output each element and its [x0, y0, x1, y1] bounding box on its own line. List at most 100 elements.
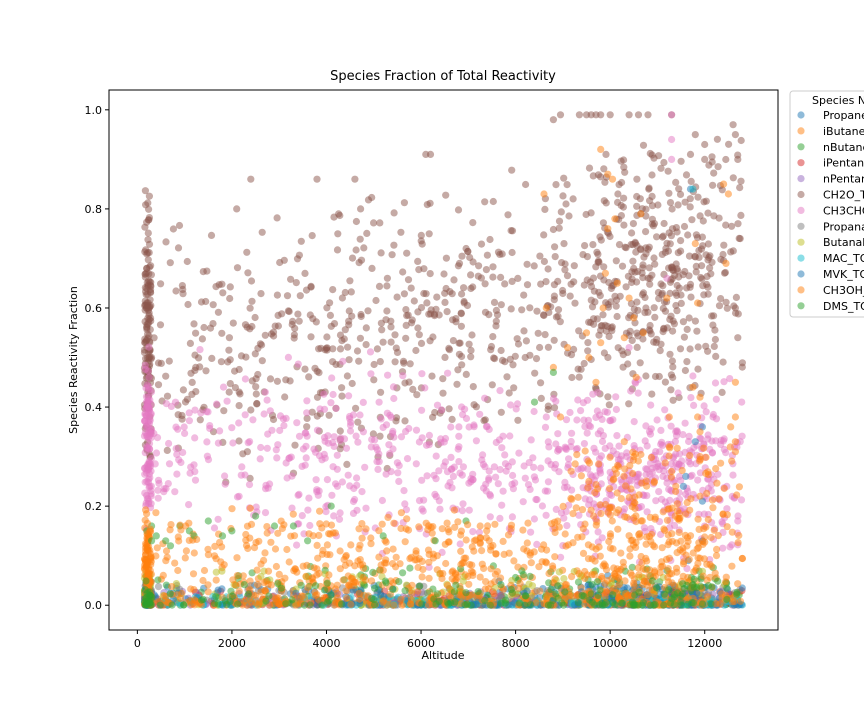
data-point-ch3cho: [256, 455, 264, 463]
legend-entry-label: MVK_TO: [823, 268, 864, 281]
legend-marker: [797, 111, 805, 119]
data-point-ch2o-to: [658, 289, 667, 297]
data-point-ch2o-to: [489, 263, 497, 271]
data-point-ch3oh-: [252, 539, 260, 547]
data-point-ch3oh-: [579, 549, 588, 558]
data-point-ch2o-to: [143, 304, 151, 312]
data-point-ibutane-: [601, 269, 610, 277]
data-point-ch2o-to: [668, 357, 677, 365]
data-point-ch3oh-: [492, 550, 500, 558]
data-point-ch2o-to: [651, 313, 659, 321]
data-point-ch3oh-: [323, 541, 331, 549]
data-point-ch2o-to: [413, 391, 421, 399]
data-point-nbutane: [545, 579, 553, 587]
data-point-ibutane-: [712, 552, 721, 560]
data-point-ch2o-to: [345, 307, 353, 315]
data-point-ch2o-to: [539, 311, 548, 319]
data-point-ch3cho: [185, 409, 193, 417]
data-point-ch3oh-: [623, 513, 631, 522]
data-point-ch2o-to: [699, 242, 707, 250]
data-point-ch3cho: [312, 476, 320, 484]
data-point-ch3oh-: [443, 519, 451, 527]
data-point-ch3cho: [627, 387, 635, 395]
data-point-ch2o-to: [677, 237, 685, 245]
data-point-ch2o-to: [246, 304, 254, 312]
data-point-ch2o-to: [439, 375, 447, 383]
data-point-ch2o-to: [669, 363, 677, 371]
data-point-ch2o-to: [179, 386, 187, 394]
data-point-ch2o-to: [274, 311, 282, 319]
data-point-ch3oh-: [591, 557, 599, 565]
data-point-ch3oh-: [608, 517, 616, 525]
data-point-ch2o-to: [338, 384, 346, 392]
data-point-ch3cho: [276, 426, 284, 435]
data-point-ch3cho: [542, 511, 550, 519]
data-point-ch2o-to: [226, 294, 234, 303]
data-point-dms-to: [544, 601, 553, 609]
data-point-ibutane-: [484, 522, 492, 530]
data-point-ch3cho: [498, 444, 506, 452]
data-point-ch2o-to: [734, 220, 742, 228]
data-point-ch3oh-: [621, 482, 630, 490]
data-point-ch3oh-: [520, 545, 528, 553]
data-point-ch2o-to: [642, 228, 650, 236]
data-point-ch3cho: [430, 471, 438, 479]
data-point-ibutane-: [604, 225, 612, 233]
data-point-ch2o-to: [606, 111, 614, 119]
data-point-ch3cho: [458, 403, 466, 411]
data-point-ch3oh-: [644, 591, 652, 599]
data-point-ch2o-to: [648, 151, 656, 159]
data-point-ch3oh-: [647, 453, 656, 462]
data-point-butanal-: [560, 575, 568, 583]
data-point-ch3oh-: [323, 550, 331, 559]
data-point-ch2o-to: [252, 390, 260, 398]
data-point-ch3oh-: [588, 543, 596, 551]
data-point-ch3cho: [366, 348, 375, 356]
data-point-ch3oh-: [679, 572, 687, 580]
data-point-ch3cho: [353, 506, 361, 514]
data-point-ch3cho: [311, 448, 320, 456]
data-point-ch2o-to: [449, 337, 457, 345]
data-point-ch2o-to: [597, 326, 605, 334]
data-point-ch3cho: [433, 401, 442, 409]
data-point-ch3cho: [594, 528, 602, 536]
data-point-ch2o-to: [669, 327, 677, 335]
data-point-ch2o-to: [196, 363, 204, 371]
legend-entry-label: DMS_TO: [823, 300, 864, 313]
data-point-nbutane: [628, 563, 636, 571]
data-point-ch3oh-: [487, 565, 495, 573]
data-point-ch3oh-: [367, 534, 375, 542]
data-point-ch3cho: [456, 540, 464, 548]
data-point-ch3oh-: [731, 448, 740, 456]
data-point-ch3oh-: [596, 501, 604, 509]
y-tick-label: 0.2: [85, 500, 103, 513]
data-point-ch2o-to: [282, 376, 290, 384]
data-point-ch2o-to: [450, 276, 458, 284]
data-point-ch2o-to: [711, 326, 719, 334]
data-point-dms-to: [733, 590, 741, 598]
data-point-ch3oh-: [527, 559, 535, 567]
data-point-ch2o-to: [722, 221, 730, 229]
data-point-ch3oh-: [711, 569, 719, 577]
data-point-ch3cho: [738, 398, 746, 406]
data-point-ch3cho: [221, 472, 229, 480]
data-point-ibutane-: [314, 554, 322, 562]
data-point-ch3cho: [448, 484, 456, 492]
data-point-ibutane-: [691, 240, 699, 248]
data-point-ch3cho: [235, 419, 243, 427]
x-tick-label: 10000: [593, 637, 628, 650]
data-point-ibutane-: [731, 378, 740, 386]
data-point-ch2o-to: [694, 343, 702, 351]
data-point-ibutane-: [450, 506, 458, 514]
data-point-ch2o-to: [401, 417, 409, 425]
data-point-ch2o-to: [261, 331, 269, 339]
data-point-ch3oh-: [665, 452, 673, 460]
data-point-ch3cho: [432, 493, 440, 501]
data-point-ch2o-to: [258, 341, 266, 349]
data-point-ch2o-to: [369, 430, 377, 438]
data-point-ch2o-to: [426, 337, 434, 345]
data-point-ch3oh-: [181, 554, 189, 562]
data-point-ch2o-to: [354, 418, 362, 426]
data-point-ch3oh-: [412, 550, 420, 558]
data-point-ch3oh-: [267, 538, 275, 546]
